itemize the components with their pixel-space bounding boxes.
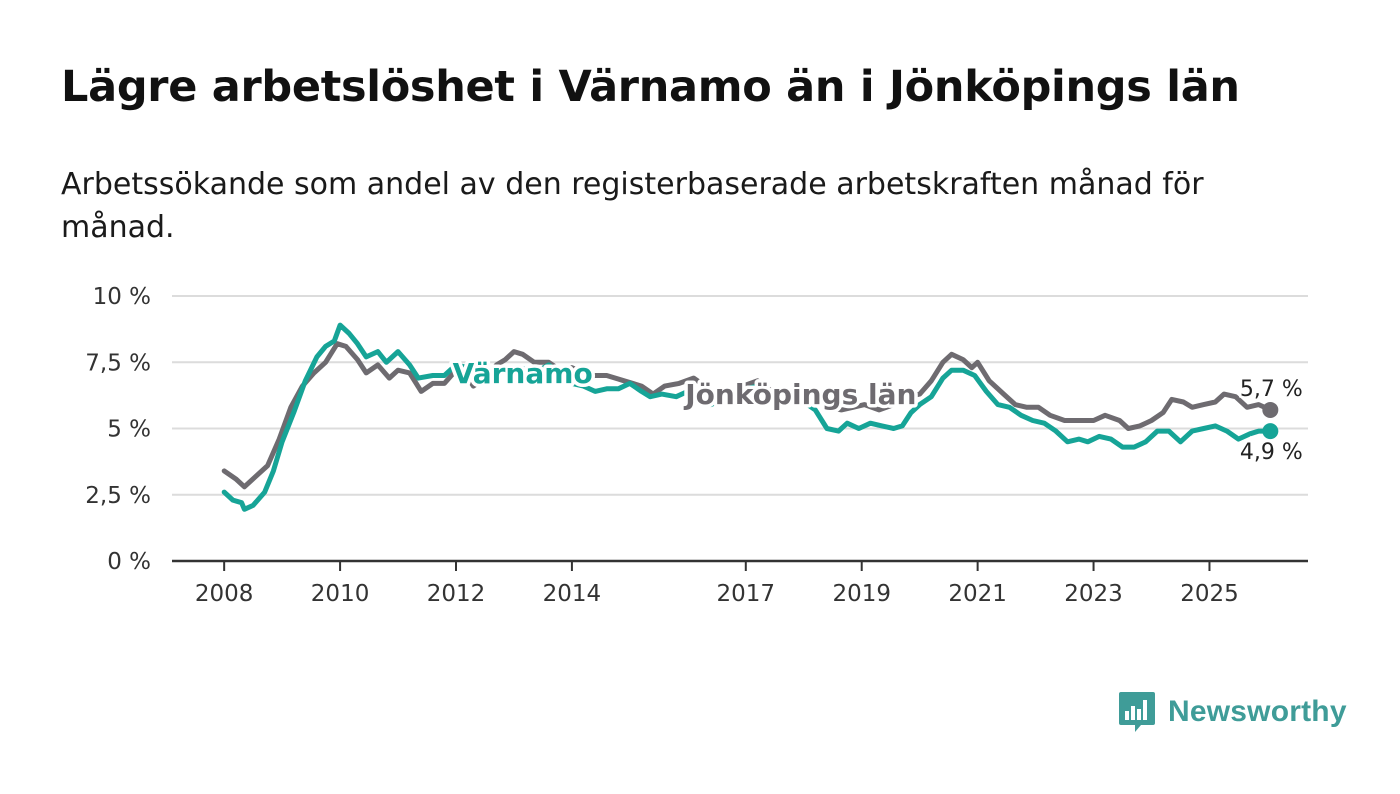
x-tick-label: 2014 <box>543 581 602 607</box>
x-tick-label: 2012 <box>427 581 486 607</box>
chart-subtitle: Arbetssökande som andel av den registerb… <box>61 167 1204 245</box>
x-tick-label: 2019 <box>832 581 891 607</box>
newsworthy-logo-icon <box>1119 692 1155 732</box>
x-tick-label: 2023 <box>1064 581 1123 607</box>
y-tick-label: 7,5 % <box>85 350 151 376</box>
x-tick-label: 2017 <box>717 581 776 607</box>
y-tick-label: 10 % <box>93 284 151 310</box>
chart-title: Lägre arbetslöshet i Värnamo än i Jönköp… <box>61 62 1240 112</box>
series-label-varnamo: Värnamo <box>453 357 593 390</box>
series-labels: Jönköpings län Värnamo 5,7 % 4,9 % <box>449 353 1305 467</box>
series-label-jonkopings-lan: Jönköpings län <box>683 378 916 411</box>
brand-name: Newsworthy <box>1168 695 1347 728</box>
x-tick-label: 2025 <box>1180 581 1239 607</box>
series-line-varnamo <box>221 322 1273 512</box>
series-line-jonkopings-lan <box>221 341 1273 490</box>
end-value-label: 5,7 % <box>1240 377 1303 402</box>
series-end-point <box>1262 423 1279 440</box>
x-tick-label: 2008 <box>195 581 254 607</box>
x-tick-label: 2021 <box>948 581 1007 607</box>
series-end-point <box>1262 401 1279 418</box>
y-tick-label: 5 % <box>107 417 151 443</box>
y-tick-label: 0 % <box>107 549 151 575</box>
y-tick-label: 2,5 % <box>85 483 151 509</box>
end-value-label: 4,9 % <box>1240 440 1303 465</box>
axes: 0 % 2,5 % 5 % 7,5 % 10 % 2008 2010 2012 2014 2017… <box>85 284 1308 607</box>
x-tick-label: 2010 <box>311 581 370 607</box>
series-lines <box>221 322 1279 512</box>
brand-logo: Newsworthy <box>1118 690 1347 734</box>
